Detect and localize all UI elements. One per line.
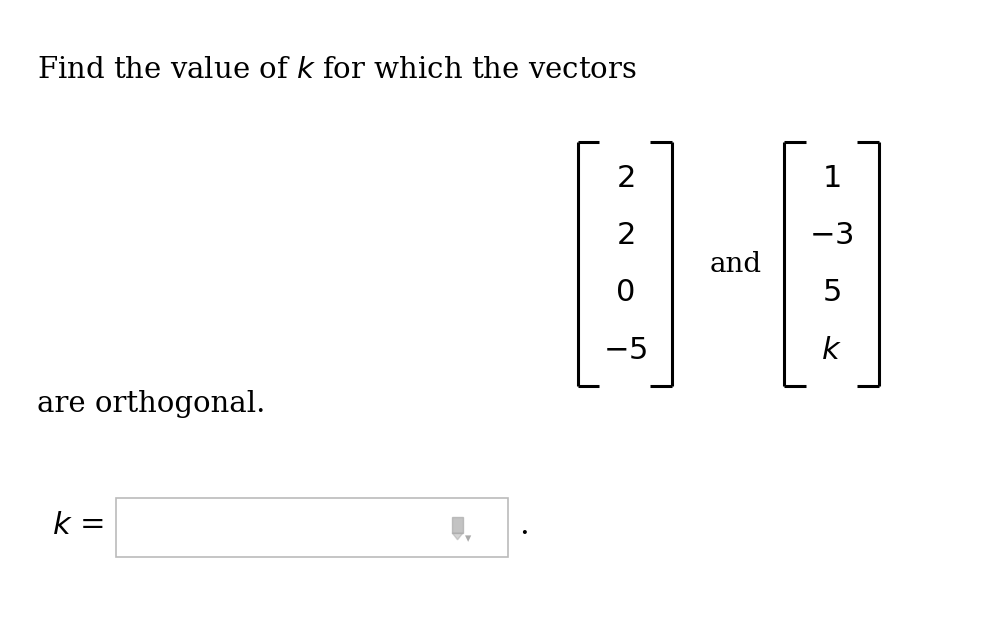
Text: $-5$: $-5$ (602, 335, 647, 366)
Text: $-3$: $-3$ (809, 220, 854, 251)
Text: .: . (520, 510, 529, 541)
Polygon shape (453, 518, 462, 533)
Text: $\mathit{k}$ =: $\mathit{k}$ = (52, 510, 104, 541)
Text: Find the value of $\mathit{k}$ for which the vectors: Find the value of $\mathit{k}$ for which… (37, 56, 637, 84)
FancyBboxPatch shape (116, 498, 508, 557)
Text: $0$: $0$ (615, 277, 635, 309)
Text: $\mathit{k}$: $\mathit{k}$ (822, 335, 841, 366)
Text: $5$: $5$ (822, 277, 841, 309)
Polygon shape (453, 533, 462, 540)
Text: $2$: $2$ (616, 220, 634, 251)
Text: $1$: $1$ (823, 163, 840, 194)
Text: are orthogonal.: are orthogonal. (37, 390, 266, 419)
Text: and: and (710, 251, 762, 278)
Text: ▾: ▾ (464, 532, 471, 545)
Text: $2$: $2$ (616, 163, 634, 194)
